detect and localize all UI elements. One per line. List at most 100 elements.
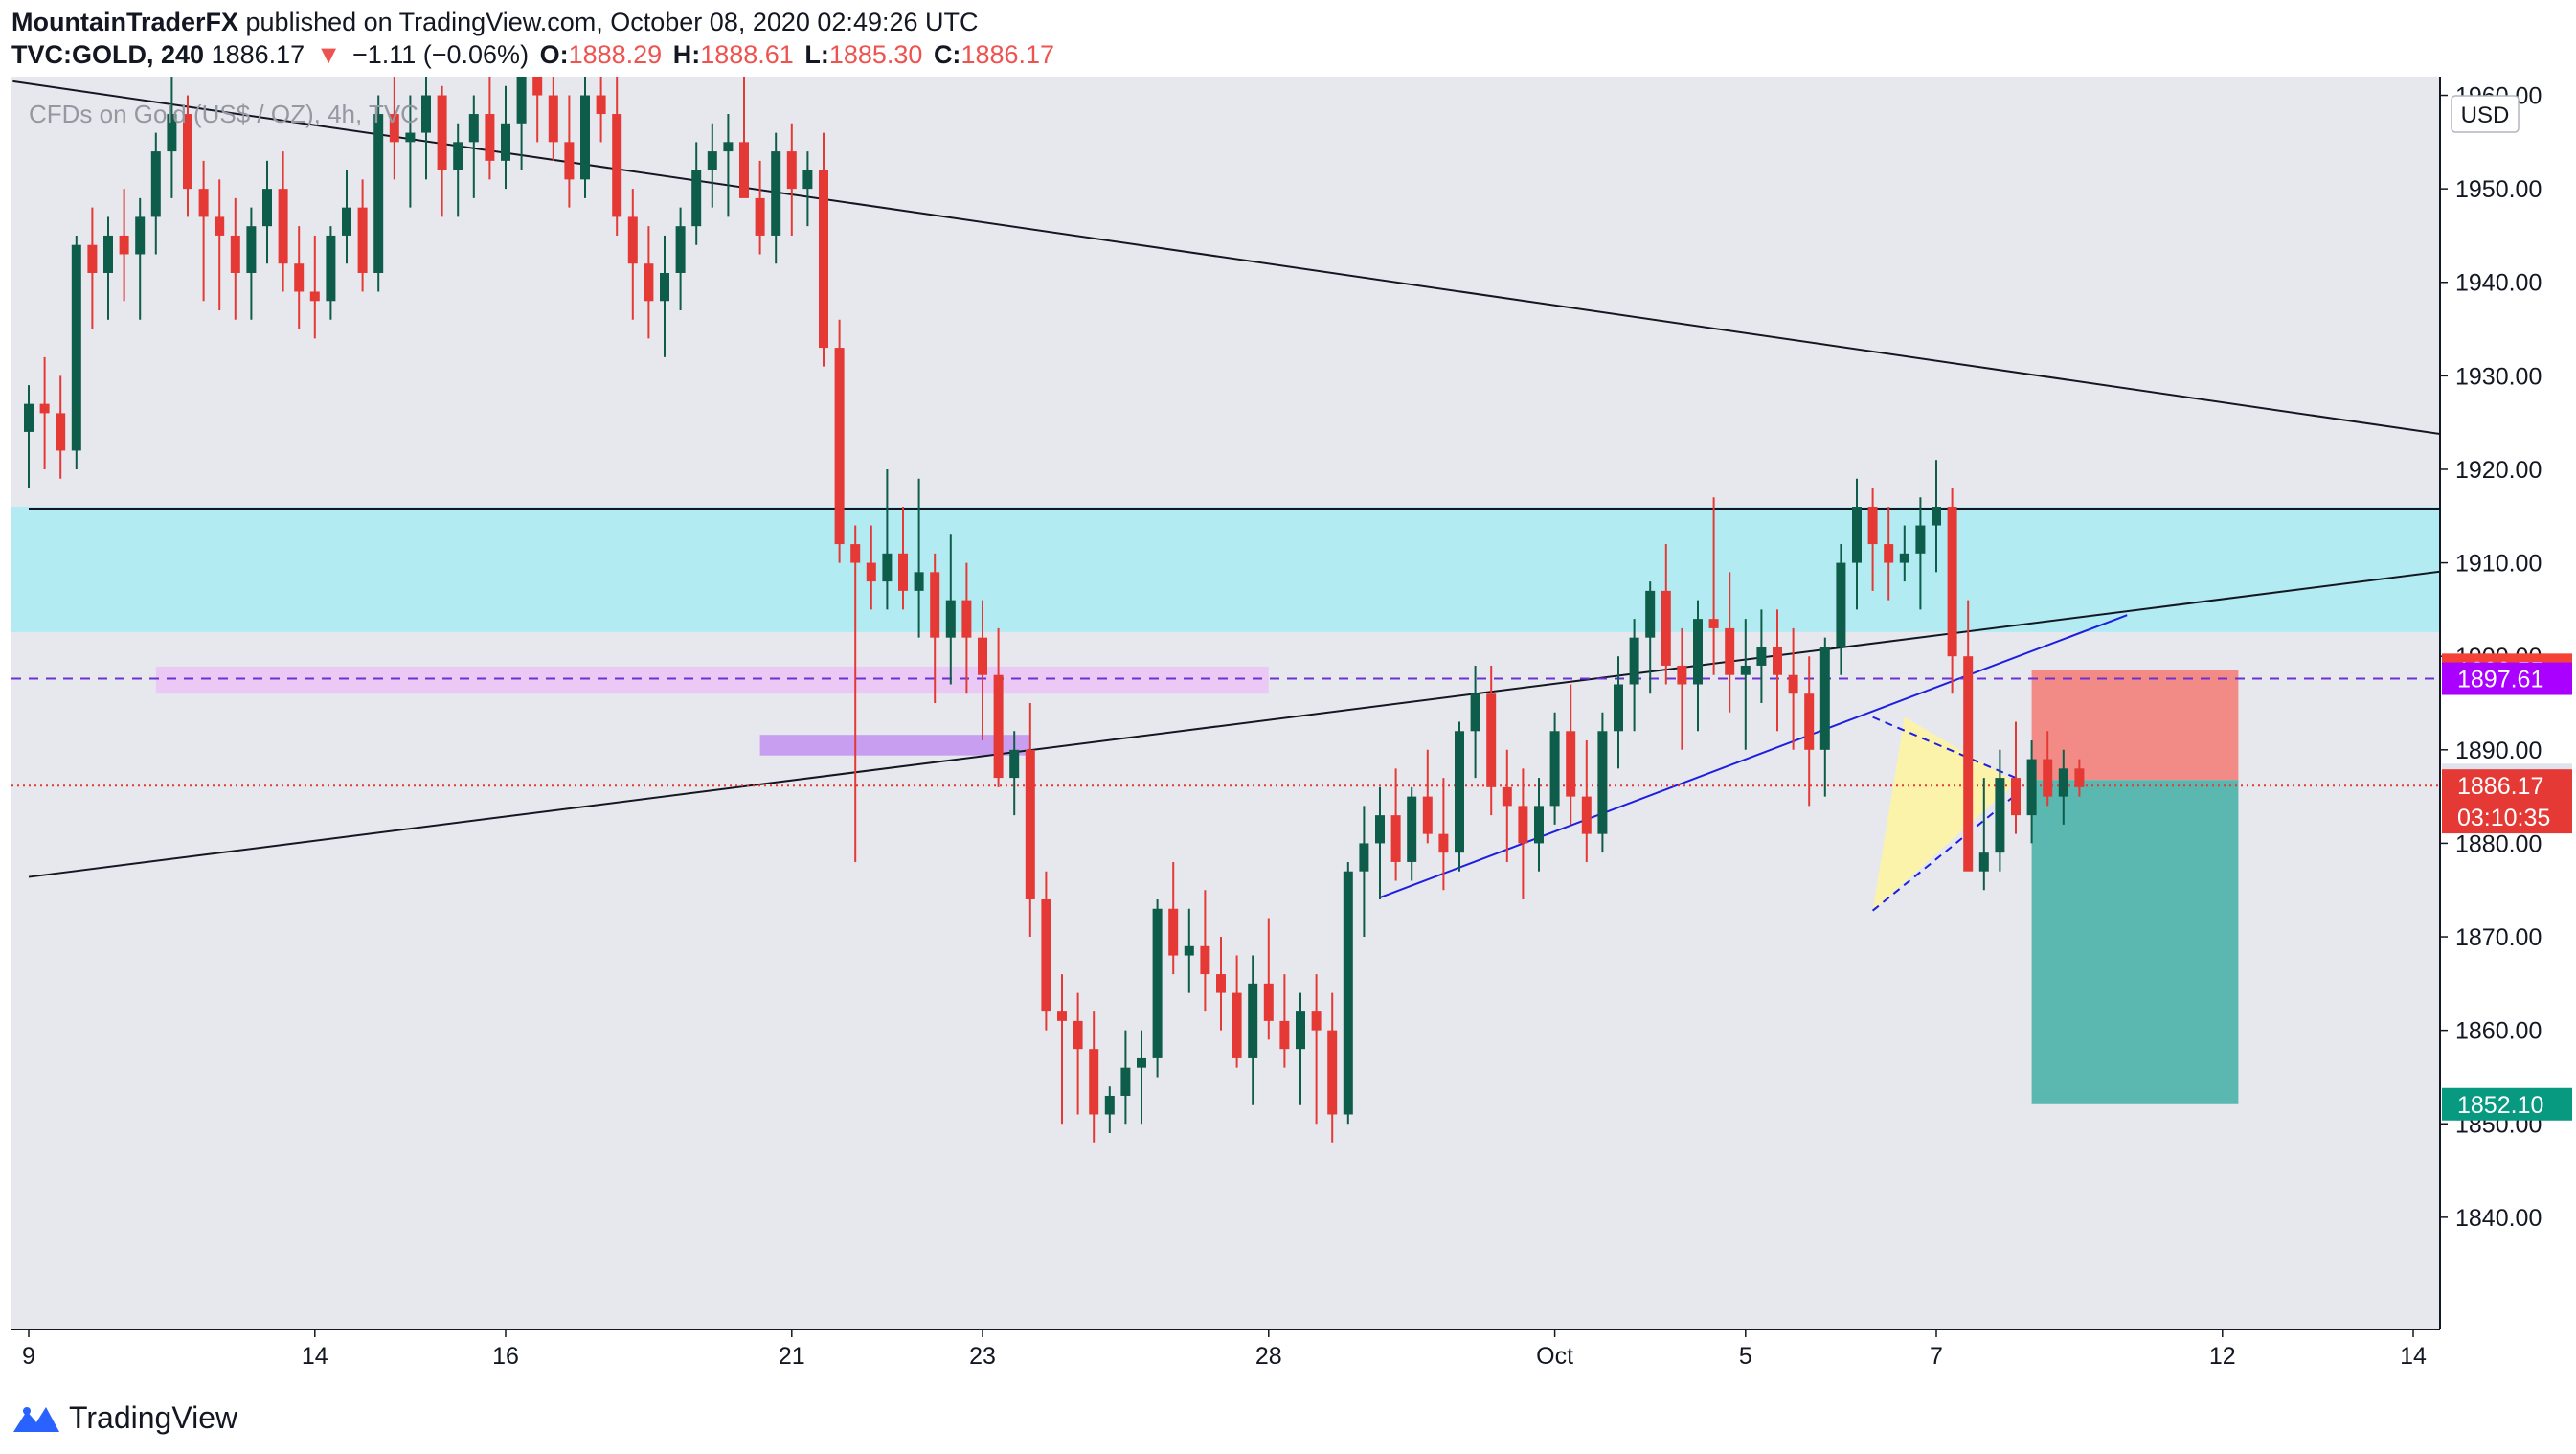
price-label-text: 03:10:35: [2457, 805, 2550, 831]
candle-body: [1041, 898, 1051, 1012]
candle-body: [786, 151, 797, 190]
x-tick-label: 21: [779, 1343, 805, 1370]
y-tick-label: 1940.00: [2455, 270, 2542, 297]
publish-line: MountainTraderFX published on TradingVie…: [11, 6, 1058, 38]
tradingview-footer: TradingView: [11, 1400, 237, 1436]
price-label-tag: [2442, 801, 2572, 834]
y-tick-label: 1880.00: [2455, 830, 2542, 857]
candle-body: [1566, 731, 1576, 797]
author-name[interactable]: MountainTraderFX: [11, 8, 239, 36]
chart-header: MountainTraderFX published on TradingVie…: [11, 6, 1058, 71]
candle-body: [1614, 684, 1623, 732]
take-profit-zone: [2031, 780, 2239, 1104]
symbol-name[interactable]: TVC:GOLD, 240: [11, 40, 205, 69]
candle-body: [468, 114, 479, 143]
last-price: 1886.17: [211, 40, 305, 69]
candle-body: [1200, 945, 1210, 975]
y-tick-label: 1930.00: [2455, 363, 2542, 390]
candle-body: [71, 244, 81, 451]
currency-badge: [2451, 95, 2520, 133]
candle-body: [771, 151, 781, 236]
candle-body: [56, 413, 66, 451]
candle-body: [850, 544, 861, 563]
candle-body: [1152, 908, 1163, 1058]
x-tick-label: 5: [1739, 1343, 1752, 1370]
chart-watermark: CFDs on Gold (US$ / OZ), 4h, TVC: [29, 100, 418, 128]
candle-body: [580, 95, 590, 180]
candle-body: [1263, 983, 1274, 1021]
candle-body: [1248, 983, 1258, 1058]
candle-body: [485, 114, 495, 161]
candle-body: [1708, 619, 1719, 628]
candle-body: [389, 114, 399, 143]
currency-label: USD: [2461, 102, 2510, 128]
candle-body: [1390, 815, 1401, 862]
rising-support-line: [28, 570, 2440, 878]
candle-body: [1184, 945, 1194, 956]
x-tick-label: 14: [2400, 1343, 2427, 1370]
candle-body: [707, 151, 717, 170]
y-tick-label: 1950.00: [2455, 176, 2542, 203]
candle-body: [1343, 871, 1353, 1115]
candle-body: [373, 114, 384, 273]
close-label: C:: [933, 40, 961, 69]
candle-body: [1375, 815, 1385, 844]
low-value: 1885.30: [828, 40, 923, 69]
change-down-icon: ▼: [315, 40, 342, 69]
candle-body: [532, 77, 543, 96]
candle-body: [1438, 833, 1449, 853]
support-zone: [155, 666, 1269, 694]
tradingview-brand[interactable]: TradingView: [69, 1400, 238, 1435]
candle-body: [1788, 674, 1798, 694]
price-change: −1.11 (−0.06%): [351, 40, 530, 69]
candle-body: [2011, 778, 2021, 816]
candle-body: [1773, 647, 1782, 675]
price-label-tag: [2442, 662, 2572, 695]
y-tick-label: 1890.00: [2455, 738, 2542, 764]
candle-body: [1455, 731, 1464, 853]
candle-body: [691, 170, 702, 227]
candle-body: [1995, 778, 2005, 853]
price-label-tag: [2442, 769, 2572, 803]
candle-body: [1120, 1067, 1131, 1096]
candle-body: [914, 572, 924, 591]
candle-body: [2043, 759, 2053, 797]
candle-body: [882, 553, 893, 582]
candle-body: [453, 142, 463, 170]
candle-body: [2074, 768, 2085, 787]
candle-body: [326, 235, 336, 302]
candle-body: [1804, 693, 1815, 750]
candle-body: [135, 216, 146, 255]
candle-body: [723, 142, 734, 152]
candle-body: [644, 263, 654, 302]
symbol-line: TVC:GOLD, 240 1886.17 ▼ −1.11 (−0.06%) O…: [11, 38, 1058, 71]
candle-body: [103, 235, 113, 273]
y-tick-label: 1910.00: [2455, 551, 2542, 578]
candle-body: [1137, 1057, 1146, 1068]
candle-body: [802, 170, 813, 190]
candle-body: [612, 114, 622, 217]
candle-body: [2058, 768, 2068, 797]
candle-body: [1534, 806, 1544, 844]
price-label-text: 1852.10: [2457, 1092, 2543, 1119]
candle-body: [1836, 562, 1846, 647]
x-tick-label: 28: [1255, 1343, 1282, 1370]
candle-body: [993, 674, 1004, 779]
candle-body: [1819, 647, 1830, 750]
candle-body: [1104, 1095, 1115, 1115]
plot-area: [11, 77, 2440, 1143]
x-tick-label: 23: [969, 1343, 996, 1370]
publish-info: published on TradingView.com, October 08…: [238, 8, 979, 36]
candle-body: [1597, 731, 1608, 834]
candle-body: [755, 197, 765, 236]
candle-body: [119, 235, 129, 255]
candle-body: [1661, 590, 1671, 666]
candle-body: [183, 114, 192, 190]
x-tick-label: 14: [302, 1343, 328, 1370]
candle-body: [1915, 525, 1926, 554]
candle-body: [405, 132, 416, 143]
candle-body: [834, 348, 845, 545]
candle-body: [1852, 507, 1862, 563]
x-tick-label: 9: [22, 1343, 35, 1370]
